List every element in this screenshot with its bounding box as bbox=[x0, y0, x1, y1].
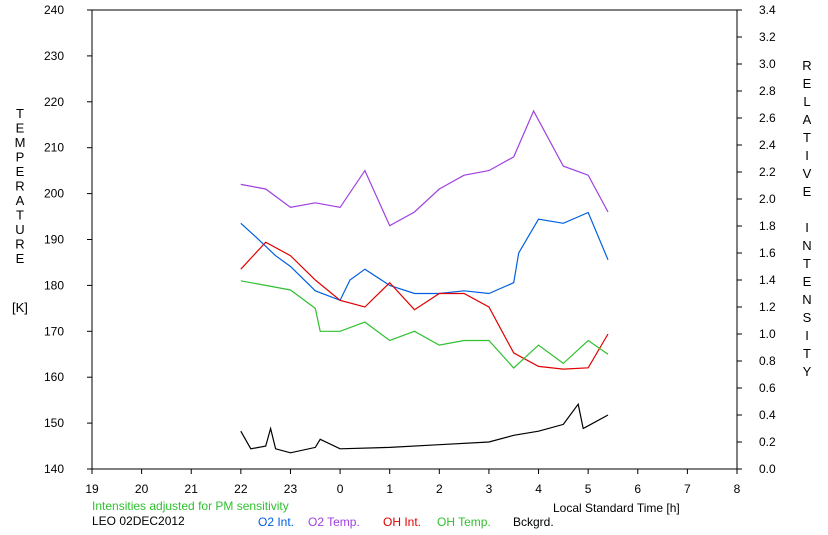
right-tick-label: 2.0 bbox=[759, 192, 776, 206]
axis-title-letter: U bbox=[15, 222, 24, 237]
right-tick-label: 2.4 bbox=[759, 138, 776, 152]
right-tick-label: 3.2 bbox=[759, 30, 776, 44]
legend-entry: O2 Int. bbox=[258, 515, 294, 529]
left-axis-unit: [K] bbox=[12, 300, 28, 315]
x-tick-label: 0 bbox=[337, 482, 344, 496]
x-axis-title: Local Standard Time [h] bbox=[553, 501, 680, 515]
right-tick-label: 2.2 bbox=[759, 165, 776, 179]
axis-title-letter: E bbox=[16, 164, 25, 179]
axis-title-letter: T bbox=[16, 208, 24, 223]
left-tick-label: 140 bbox=[44, 462, 64, 476]
axis-title-letter: V bbox=[803, 166, 812, 181]
series-line-o2-int bbox=[240, 211, 609, 302]
axis-title-letter: E bbox=[803, 76, 812, 91]
left-tick-labels: 140 150 160 170 180 190 200 210 220 230 240 bbox=[44, 3, 92, 476]
x-tick-label: 2 bbox=[436, 482, 443, 496]
right-tick-label: 1.2 bbox=[759, 300, 776, 314]
x-tick-label: 20 bbox=[135, 482, 149, 496]
plot-frame bbox=[91, 9, 738, 470]
axis-title-letter: E bbox=[16, 251, 25, 266]
axis-title-letter: N bbox=[802, 292, 811, 307]
right-tick-label: 0.8 bbox=[759, 354, 776, 368]
axis-title-letter: P bbox=[16, 150, 25, 165]
axis-title-letter: T bbox=[803, 130, 811, 145]
axis-title-letter: T bbox=[803, 256, 811, 271]
chart-note: Intensities adjusted for PM sensitivity bbox=[92, 499, 289, 513]
left-tick-label: 160 bbox=[44, 370, 64, 384]
right-tick-label: 3.4 bbox=[759, 3, 776, 17]
right-tick-label: 0.6 bbox=[759, 381, 776, 395]
x-tick-label: 3 bbox=[486, 482, 493, 496]
x-tick-label: 1 bbox=[386, 482, 393, 496]
left-tick-label: 150 bbox=[44, 416, 64, 430]
legend-entry: Bckgrd. bbox=[513, 515, 554, 529]
station-label: LEO 02DEC2012 bbox=[92, 514, 185, 528]
x-tick-labels: 19 20 21 22 23 0 1 2 3 4 5 6 7 8 bbox=[85, 469, 741, 496]
series-group bbox=[240, 109, 609, 454]
x-tick-label: 6 bbox=[634, 482, 641, 496]
axis-title-letter: E bbox=[803, 274, 812, 289]
legend: O2 Int. O2 Temp. OH Int. OH Temp. Bckgrd. bbox=[258, 515, 554, 529]
series-line-bckgrd bbox=[240, 402, 609, 454]
axis-title-letter: R bbox=[802, 58, 811, 73]
left-tick-label: 190 bbox=[44, 233, 64, 247]
left-tick-label: 240 bbox=[44, 3, 64, 17]
x-tick-label: 7 bbox=[684, 482, 691, 496]
axis-title-letter: I bbox=[805, 328, 809, 343]
left-tick-label: 210 bbox=[44, 141, 64, 155]
right-tick-label: 2.6 bbox=[759, 111, 776, 125]
axis-title-letter: E bbox=[16, 121, 25, 136]
axis-title-letter: I bbox=[805, 220, 809, 235]
axis-title-letter: T bbox=[16, 106, 24, 121]
right-tick-label: 0.2 bbox=[759, 435, 776, 449]
axis-title-letter: N bbox=[802, 238, 811, 253]
right-tick-label: 1.6 bbox=[759, 246, 776, 260]
legend-entry: O2 Temp. bbox=[308, 515, 360, 529]
right-tick-label: 1.8 bbox=[759, 219, 776, 233]
x-tick-label: 5 bbox=[585, 482, 592, 496]
legend-entry: OH Int. bbox=[383, 515, 421, 529]
axis-title-letter: R bbox=[15, 179, 24, 194]
right-tick-label: 0.4 bbox=[759, 408, 776, 422]
left-tick-label: 170 bbox=[44, 324, 64, 338]
right-tick-label: 1.0 bbox=[759, 327, 776, 341]
x-tick-label: 23 bbox=[284, 482, 298, 496]
right-tick-label: 2.8 bbox=[759, 84, 776, 98]
axis-title-letter: S bbox=[803, 310, 812, 325]
axis-title-letter: E bbox=[803, 184, 812, 199]
x-tick-label: 22 bbox=[234, 482, 248, 496]
legend-entry: OH Temp. bbox=[437, 515, 491, 529]
axis-title-letter: R bbox=[15, 237, 24, 252]
left-tick-label: 200 bbox=[44, 187, 64, 201]
series-line-oh-temp bbox=[240, 280, 609, 369]
axis-title-letter: M bbox=[15, 135, 26, 150]
x-tick-label: 19 bbox=[85, 482, 99, 496]
x-tick-label: 4 bbox=[535, 482, 542, 496]
right-tick-label: 3.0 bbox=[759, 57, 776, 71]
axis-title-letter: L bbox=[803, 94, 810, 109]
left-tick-label: 180 bbox=[44, 278, 64, 292]
series-line-oh-int bbox=[240, 241, 609, 370]
x-tick-label: 8 bbox=[734, 482, 741, 496]
axis-title-letter: A bbox=[16, 193, 25, 208]
left-tick-label: 230 bbox=[44, 49, 64, 63]
axis-title-letter: A bbox=[803, 112, 812, 127]
axis-title-letter: I bbox=[805, 148, 809, 163]
axis-title-letter: Y bbox=[803, 364, 812, 379]
right-tick-label: 1.4 bbox=[759, 273, 776, 287]
series-line-o2-temp bbox=[240, 109, 609, 227]
right-tick-labels: 0.0 0.2 0.4 0.6 0.8 1.0 1.2 1.4 1.6 1.8 2.0 2.2 2.4 2… bbox=[737, 3, 776, 476]
axis-title-letter: T bbox=[803, 346, 811, 361]
left-tick-label: 220 bbox=[44, 95, 64, 109]
right-tick-label: 0.0 bbox=[759, 462, 776, 476]
x-tick-label: 21 bbox=[185, 482, 199, 496]
